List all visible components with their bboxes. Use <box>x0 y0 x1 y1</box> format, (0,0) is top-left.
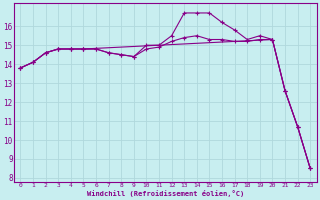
X-axis label: Windchill (Refroidissement éolien,°C): Windchill (Refroidissement éolien,°C) <box>87 190 244 197</box>
